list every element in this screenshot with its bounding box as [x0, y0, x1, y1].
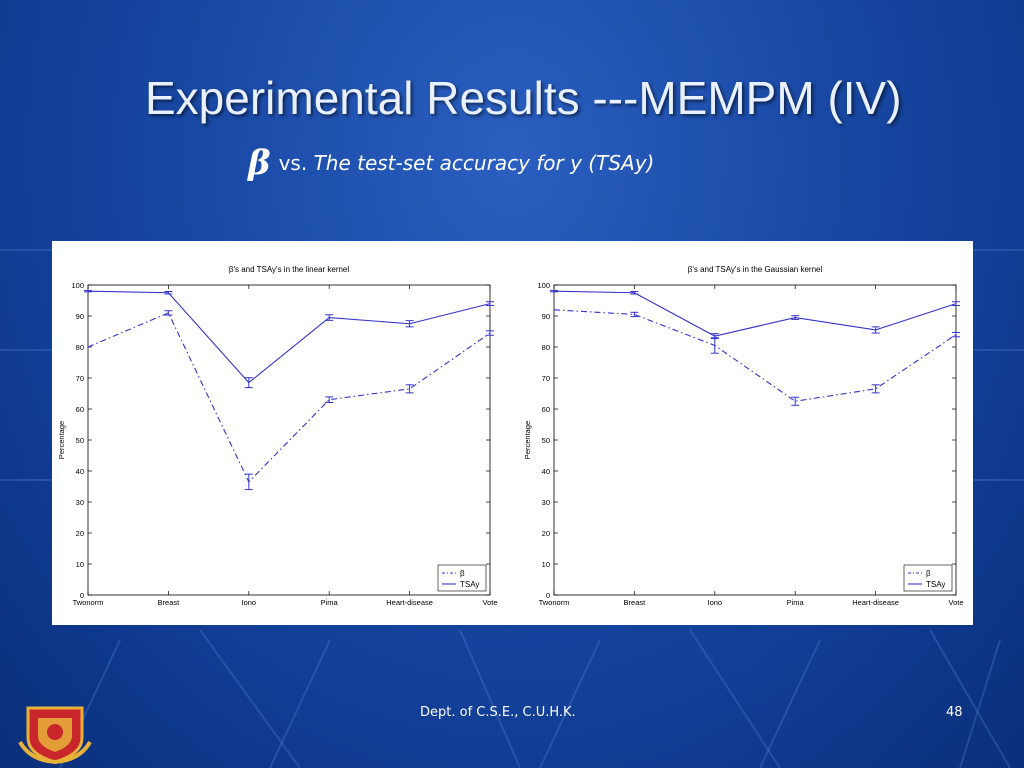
x-tick-label: Breast [158, 598, 181, 607]
subtitle-vs: vs. [278, 151, 308, 175]
y-tick-label: 50 [76, 436, 84, 445]
legend-label: TSAy [926, 580, 945, 589]
plot-frame [553, 284, 957, 596]
x-tick-label: Heart-disease [386, 598, 433, 607]
y-tick-label: 20 [542, 529, 550, 538]
y-axis-label: Percentage [523, 421, 532, 459]
y-tick-label: 90 [76, 312, 84, 321]
x-tick-label: Breast [624, 598, 647, 607]
x-tick-label: Vote [482, 598, 497, 607]
legend-box [903, 564, 953, 592]
y-tick-label: 10 [76, 560, 84, 569]
page-number: 48 [946, 705, 963, 720]
legend-label: TSAy [460, 580, 479, 589]
x-tick-label: Twonorm [73, 598, 104, 607]
y-tick-label: 30 [542, 498, 550, 507]
y-tick-label: 100 [71, 281, 84, 290]
series-line-tsay [553, 290, 957, 337]
beta-symbol: β [248, 143, 271, 183]
legend-label: β [460, 569, 465, 578]
y-tick-label: 90 [542, 312, 550, 321]
y-tick-label: 10 [542, 560, 550, 569]
subtitle-text: The test-set accuracy for y (TSAy) [313, 151, 655, 175]
series-line-beta [87, 312, 491, 483]
y-tick-label: 80 [76, 343, 84, 352]
y-tick-label: 20 [76, 529, 84, 538]
x-tick-label: Iono [707, 598, 722, 607]
university-crest-logo [18, 706, 92, 764]
x-tick-label: Pima [787, 598, 805, 607]
chart-title: β's and TSAy's in the Gaussian kernel [688, 265, 823, 274]
y-tick-label: 60 [76, 405, 84, 414]
y-tick-label: 50 [542, 436, 550, 445]
legend-label: β [926, 569, 931, 578]
charts-svg: β's and TSAy's in the linear kernel 0 10 20… [57, 265, 964, 607]
y-tick-label: 40 [76, 467, 84, 476]
legend-box [437, 564, 487, 592]
y-tick-label: 0 [546, 591, 550, 600]
y-tick-label: 70 [542, 374, 550, 383]
y-tick-label: 60 [542, 405, 550, 414]
slide-title: Experimental Results ---MEMPM (IV) [145, 72, 902, 124]
chart-title: β's and TSAy's in the linear kernel [229, 265, 350, 274]
y-axis-label: Percentage [57, 421, 66, 459]
slide-subtitle: β vs. The test-set accuracy for y (TSAy) [248, 143, 654, 183]
x-tick-label: Iono [241, 598, 256, 607]
footer-department: Dept. of C.S.E., C.U.H.K. [420, 705, 576, 720]
chart-panel: β's and TSAy's in the linear kernel 0 10 20… [52, 241, 973, 625]
y-tick-label: 0 [80, 591, 84, 600]
y-tick-label: 30 [76, 498, 84, 507]
y-tick-label: 40 [542, 467, 550, 476]
chart-2: β's and TSAy's in the Gaussian kernel 0 10… [523, 265, 964, 607]
y-tick-label: 70 [76, 374, 84, 383]
x-tick-label: Vote [948, 598, 963, 607]
plot-frame [87, 284, 491, 596]
chart-1: β's and TSAy's in the linear kernel 0 10 20… [57, 265, 498, 607]
x-tick-label: Twonorm [539, 598, 570, 607]
series-line-tsay [87, 290, 491, 384]
x-tick-label: Heart-disease [852, 598, 899, 607]
y-tick-label: 80 [542, 343, 550, 352]
x-tick-label: Pima [321, 598, 339, 607]
y-tick-label: 100 [537, 281, 550, 290]
